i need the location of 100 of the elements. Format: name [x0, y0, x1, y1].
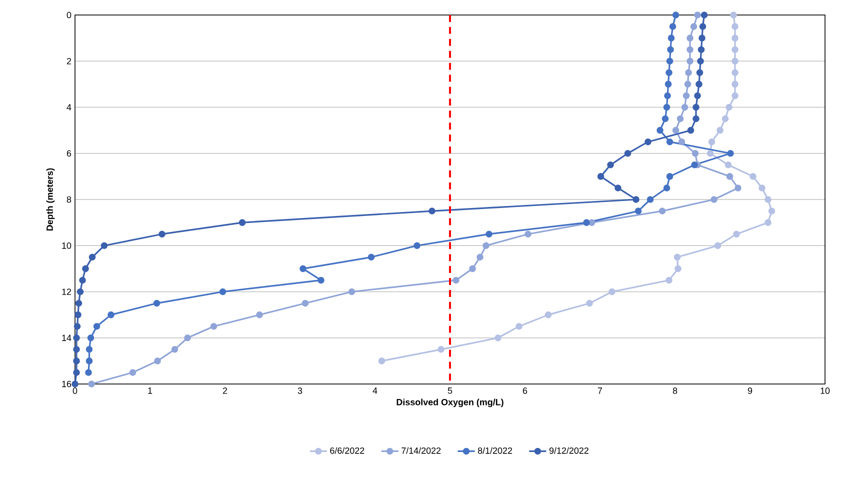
point	[666, 69, 672, 76]
x-tick-label: 2	[222, 388, 228, 394]
point	[608, 288, 616, 296]
point	[73, 358, 80, 364]
point	[108, 311, 114, 318]
legend-label: 7/14/2022	[402, 447, 441, 454]
point	[732, 34, 738, 42]
point	[727, 150, 734, 157]
y-tick-label: 16	[62, 380, 72, 388]
point	[764, 219, 772, 226]
point	[699, 23, 706, 30]
point	[674, 254, 681, 261]
point	[696, 80, 702, 88]
x-axis-title: Dissolved Oxygen (mg/L)	[396, 398, 504, 408]
point	[732, 23, 738, 30]
point	[666, 173, 674, 180]
point	[614, 184, 622, 192]
point	[696, 69, 704, 76]
point	[716, 126, 724, 134]
x-tick-label: 7	[598, 388, 602, 394]
point	[722, 115, 729, 122]
point	[684, 80, 692, 88]
point	[302, 300, 309, 307]
legend-label: 8/1/2022	[478, 447, 512, 454]
point	[732, 92, 738, 100]
point	[158, 230, 166, 238]
x-tick-label: 6	[522, 388, 528, 394]
legend-label: 9/12/2022	[549, 447, 588, 454]
point	[73, 346, 80, 353]
point	[516, 322, 522, 330]
point	[667, 46, 674, 53]
point	[607, 162, 614, 168]
point	[662, 115, 669, 122]
point	[682, 92, 690, 100]
point	[76, 288, 84, 296]
point	[524, 230, 532, 238]
x-tick-label: 10	[820, 388, 830, 394]
point	[646, 196, 654, 203]
point	[685, 69, 692, 76]
point	[686, 34, 694, 42]
y-tick-label: 2	[66, 58, 72, 64]
point	[482, 242, 490, 250]
point	[219, 288, 226, 296]
point	[726, 104, 732, 111]
point	[378, 358, 386, 364]
point	[184, 334, 191, 342]
point	[710, 196, 718, 203]
point	[88, 380, 95, 388]
point	[100, 242, 108, 250]
point	[74, 311, 82, 318]
point	[692, 115, 700, 122]
point	[544, 311, 552, 318]
point	[666, 276, 672, 284]
point	[666, 138, 674, 146]
point	[687, 126, 694, 134]
point	[171, 346, 178, 353]
x-tick-label: 4	[372, 388, 378, 394]
point	[706, 150, 714, 157]
point	[730, 12, 737, 18]
point	[300, 265, 306, 272]
point	[93, 322, 100, 330]
x-tick-label: 3	[298, 388, 302, 394]
point	[697, 58, 704, 65]
point	[672, 12, 680, 18]
y-tick-label: 10	[62, 242, 72, 249]
point	[624, 150, 632, 157]
point	[664, 80, 672, 88]
point	[676, 115, 684, 122]
point	[238, 219, 246, 226]
x-tick-label: 5	[448, 388, 452, 394]
point	[732, 58, 738, 65]
point	[668, 34, 675, 42]
point	[750, 173, 756, 180]
point	[368, 254, 375, 261]
point	[632, 196, 640, 203]
point	[734, 184, 742, 192]
point	[764, 196, 772, 203]
x-tick-label: 8	[672, 388, 678, 394]
point	[758, 184, 766, 192]
y-axis-title: Depth (meters)	[46, 168, 55, 231]
point	[348, 288, 356, 296]
y-tick-label: 8	[66, 196, 72, 203]
point	[318, 276, 324, 284]
point	[692, 150, 699, 157]
point	[658, 208, 666, 214]
point	[414, 242, 420, 250]
point	[79, 276, 86, 284]
point	[726, 173, 734, 180]
y-tick-label: 14	[62, 334, 72, 341]
legend-label: 6/6/2022	[330, 447, 364, 454]
point	[73, 369, 80, 376]
point	[452, 276, 460, 284]
point	[768, 208, 776, 214]
point	[663, 184, 670, 192]
point	[583, 219, 590, 226]
point	[664, 92, 671, 100]
point	[732, 46, 738, 53]
point	[486, 230, 492, 238]
point	[663, 104, 670, 111]
point	[724, 162, 732, 168]
